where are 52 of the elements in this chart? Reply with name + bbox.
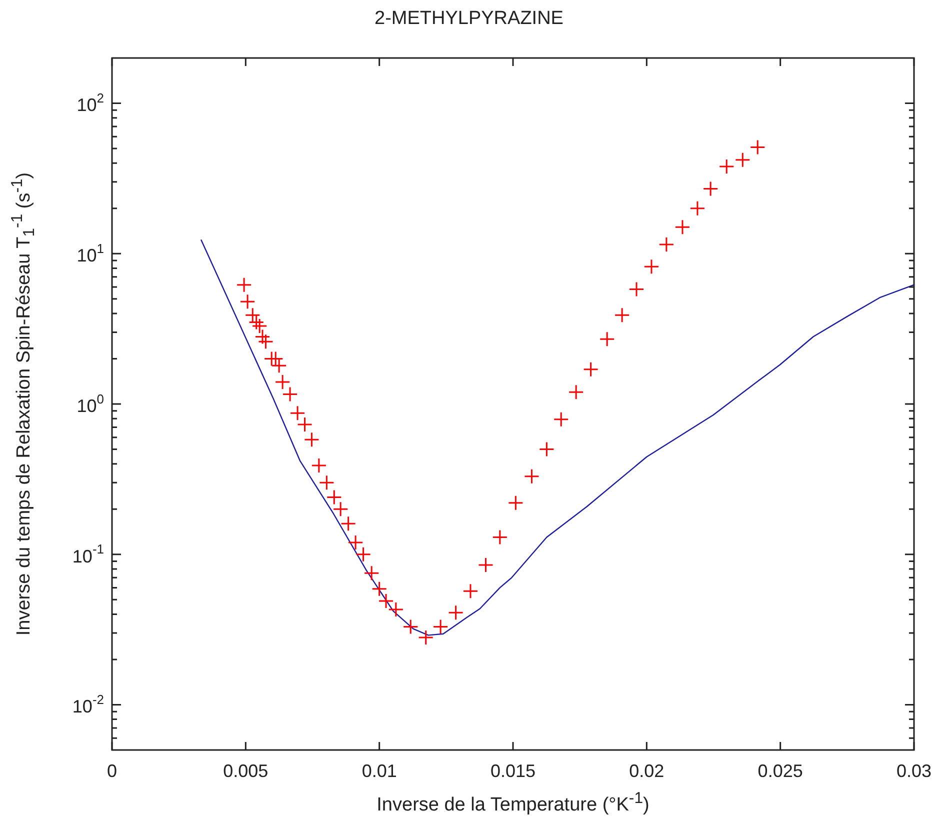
point <box>340 516 356 532</box>
point <box>644 258 660 274</box>
x-axis-title: Inverse de la Temperature (°K$^{-1}$) <box>376 790 650 816</box>
point <box>553 412 569 428</box>
point <box>718 158 734 174</box>
point <box>274 374 290 390</box>
point <box>282 386 298 402</box>
point <box>254 329 270 345</box>
x-tick-label: 0.025 <box>758 760 803 781</box>
point <box>318 474 334 490</box>
point <box>674 219 690 235</box>
x-tick-label: 0.005 <box>223 760 268 781</box>
chart-title: 2-METHYLPYRAZINE <box>374 8 564 30</box>
point <box>332 501 348 517</box>
point <box>304 432 320 448</box>
x-tick-label: 0.02 <box>629 760 664 781</box>
point <box>538 442 554 458</box>
point <box>297 416 312 432</box>
point <box>356 546 372 562</box>
point <box>372 581 388 597</box>
point <box>252 318 268 334</box>
point <box>348 534 364 550</box>
point <box>614 307 630 323</box>
point <box>462 583 478 599</box>
point <box>478 557 494 573</box>
point <box>326 489 342 505</box>
point <box>628 281 644 297</box>
x-tick-label: 0 <box>106 760 118 781</box>
point <box>599 331 615 347</box>
x-tick-label: 0.01 <box>362 760 397 781</box>
point <box>690 200 706 216</box>
point <box>418 630 434 646</box>
point <box>492 529 508 545</box>
point <box>568 384 584 400</box>
point <box>432 619 448 635</box>
x-tick-label: 0.03 <box>896 760 932 781</box>
x-tick-label: 0.015 <box>490 760 536 781</box>
point <box>240 294 256 310</box>
point <box>508 495 524 511</box>
point <box>364 565 380 581</box>
point <box>311 458 327 474</box>
point <box>402 619 418 635</box>
point <box>750 139 766 155</box>
point <box>236 277 252 293</box>
point <box>734 152 750 168</box>
point <box>290 405 306 421</box>
point <box>658 236 674 252</box>
point <box>448 604 464 620</box>
point <box>258 334 274 350</box>
point <box>524 468 540 484</box>
point <box>583 362 599 378</box>
point <box>702 181 718 197</box>
